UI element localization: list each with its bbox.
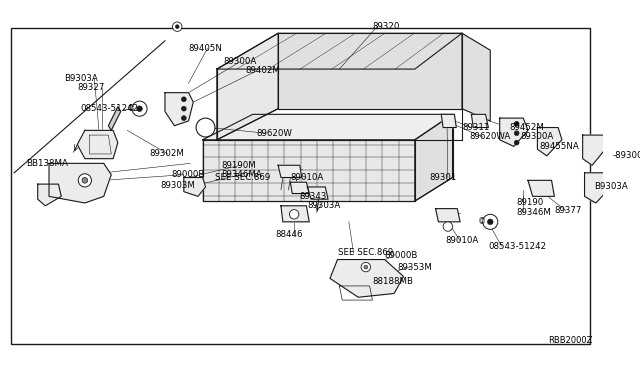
Polygon shape — [307, 187, 328, 199]
Circle shape — [82, 177, 88, 183]
Polygon shape — [217, 33, 278, 140]
Circle shape — [182, 97, 186, 102]
Circle shape — [173, 22, 182, 31]
Text: 89353M: 89353M — [398, 263, 433, 272]
Polygon shape — [538, 128, 562, 156]
Text: 89000B: 89000B — [385, 251, 418, 260]
Text: 89300A: 89300A — [223, 57, 257, 66]
Circle shape — [182, 106, 186, 111]
Circle shape — [364, 265, 368, 269]
Polygon shape — [528, 180, 554, 196]
Circle shape — [78, 174, 92, 187]
Text: 89620WA: 89620WA — [470, 132, 511, 141]
Text: ©: © — [127, 104, 135, 113]
Circle shape — [515, 121, 519, 126]
Text: B9303A: B9303A — [64, 74, 98, 83]
Circle shape — [488, 219, 493, 225]
Circle shape — [137, 106, 142, 112]
Text: 89302M: 89302M — [149, 150, 184, 158]
Circle shape — [515, 140, 519, 145]
Circle shape — [515, 131, 519, 135]
Text: BB138MA: BB138MA — [26, 159, 68, 168]
Text: 88446: 88446 — [275, 230, 303, 238]
Polygon shape — [184, 177, 205, 196]
Polygon shape — [330, 260, 404, 297]
Polygon shape — [584, 173, 611, 203]
Polygon shape — [38, 184, 61, 206]
Text: 88188MB: 88188MB — [372, 277, 413, 286]
Polygon shape — [49, 163, 111, 203]
Polygon shape — [500, 118, 528, 147]
Circle shape — [289, 209, 299, 219]
Text: 08543-51242: 08543-51242 — [80, 104, 138, 113]
Circle shape — [443, 222, 452, 231]
Polygon shape — [415, 114, 452, 201]
Polygon shape — [108, 107, 121, 130]
Text: SEE SEC.869: SEE SEC.869 — [215, 173, 270, 182]
Text: 89620W: 89620W — [257, 129, 292, 138]
Polygon shape — [278, 165, 301, 177]
Text: 89346MA: 89346MA — [221, 170, 262, 179]
Text: 89346M: 89346M — [516, 208, 552, 217]
Circle shape — [182, 116, 186, 121]
Text: RBB2000Z: RBB2000Z — [548, 336, 592, 345]
Polygon shape — [582, 135, 605, 165]
Polygon shape — [462, 33, 490, 121]
Polygon shape — [165, 93, 193, 126]
Polygon shape — [291, 182, 309, 193]
Circle shape — [132, 101, 147, 116]
Text: 89311: 89311 — [462, 123, 490, 132]
Text: 89303A: 89303A — [307, 201, 340, 210]
Text: ©: © — [477, 217, 486, 226]
Polygon shape — [77, 130, 118, 159]
Circle shape — [483, 214, 498, 230]
Text: 89010A: 89010A — [291, 173, 324, 182]
Polygon shape — [441, 114, 456, 128]
Text: 89343: 89343 — [300, 192, 327, 201]
Text: 89327: 89327 — [77, 83, 105, 93]
Polygon shape — [203, 114, 452, 140]
Text: 89300A: 89300A — [520, 132, 554, 141]
Circle shape — [196, 118, 215, 137]
Text: 89010A: 89010A — [445, 236, 478, 245]
Text: SEE SEC.869: SEE SEC.869 — [337, 248, 393, 257]
Text: 89377: 89377 — [554, 206, 582, 215]
Text: 89455NA: 89455NA — [540, 142, 579, 151]
Text: 89405N: 89405N — [189, 44, 223, 53]
Polygon shape — [281, 206, 309, 222]
Polygon shape — [203, 140, 415, 201]
Polygon shape — [436, 209, 460, 222]
Circle shape — [361, 262, 371, 272]
Text: B9303A: B9303A — [594, 182, 628, 192]
Polygon shape — [217, 33, 462, 69]
Text: 89190M: 89190M — [221, 161, 256, 170]
Text: 89402M: 89402M — [245, 67, 280, 76]
Circle shape — [175, 25, 179, 29]
Text: 89452M: 89452M — [509, 123, 544, 132]
Text: 08543-51242: 08543-51242 — [488, 242, 547, 251]
Text: 89303M: 89303M — [160, 182, 195, 190]
Polygon shape — [472, 114, 488, 128]
Text: 89190: 89190 — [516, 199, 544, 208]
Text: -89300: -89300 — [613, 151, 640, 160]
Polygon shape — [278, 33, 462, 109]
Text: 89301: 89301 — [429, 173, 456, 182]
Text: 89320: 89320 — [372, 22, 400, 31]
Text: 89000B: 89000B — [172, 170, 205, 179]
